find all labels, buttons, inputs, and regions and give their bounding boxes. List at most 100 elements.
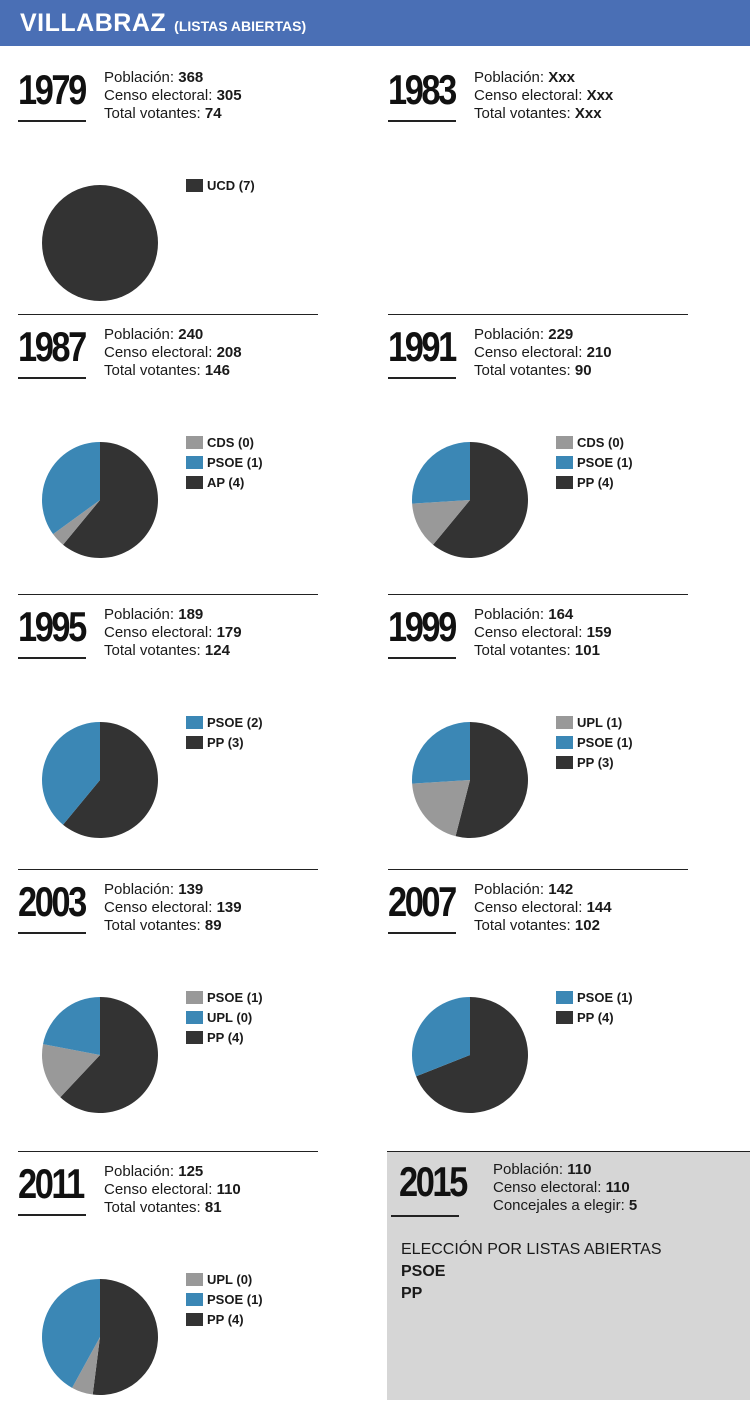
open-lists-note: ELECCIÓN POR LISTAS ABIERTAS PSOE PP (401, 1239, 662, 1305)
election-year: 1995 (18, 603, 87, 650)
legend-item: PP (4) (556, 1007, 633, 1027)
votantes-value: 81 (204, 1199, 222, 1216)
concejales-value: 5 (628, 1197, 638, 1214)
legend-label: CDS (0) (207, 434, 254, 450)
votantes-row: Total votantes: 146 (104, 362, 242, 380)
year-underline (391, 1215, 459, 1217)
pie-slice-pp (455, 722, 528, 838)
legend-label: PSOE (2) (207, 714, 263, 730)
legend-swatch (186, 1010, 203, 1024)
legend-swatch (556, 715, 573, 729)
legend-swatch (186, 1030, 203, 1044)
pie-chart (412, 997, 528, 1113)
censo-label: Censo electoral: (104, 899, 213, 916)
votantes-label: Total votantes: (474, 105, 571, 122)
pie-slice-pp (60, 997, 158, 1113)
election-year: 1999 (388, 603, 457, 650)
legend-item: PSOE (1) (556, 732, 633, 752)
legend-label: CDS (0) (577, 434, 624, 450)
legend-label: PSOE (1) (577, 989, 633, 1005)
votantes-label: Total votantes: (474, 362, 571, 379)
election-block-2011: 2011 Población: 125 Censo electoral: 110… (18, 1151, 348, 1411)
election-stats: Población: 139 Censo electoral: 139 Tota… (104, 881, 242, 935)
censo-label: Censo electoral: (104, 1181, 213, 1198)
censo-row: Censo electoral: 139 (104, 899, 242, 917)
election-stats: Población: 142 Censo electoral: 144 Tota… (474, 881, 612, 935)
votantes-row: Total votantes: 89 (104, 917, 242, 935)
legend-swatch (556, 455, 573, 469)
pie-legend: UCD (7) (186, 175, 255, 195)
pie-legend: PSOE (1) PP (4) (556, 987, 633, 1027)
block-divider (388, 869, 688, 870)
pie-slice-psoe (412, 722, 470, 784)
header-bar: VILLABRAZ (LISTAS ABIERTAS) (0, 0, 750, 46)
censo-label: Censo electoral: (474, 624, 583, 641)
votantes-value: 89 (204, 917, 222, 934)
votantes-row: Total votantes: 90 (474, 362, 612, 380)
block-divider (18, 594, 318, 595)
year-underline (388, 120, 456, 122)
year-underline (388, 657, 456, 659)
censo-value: 110 (216, 1181, 241, 1198)
poblacion-value: 240 (178, 326, 204, 343)
pie-legend: UPL (0) PSOE (1) PP (4) (186, 1269, 263, 1329)
pie-slice-psoe (42, 442, 100, 535)
pie-chart (42, 997, 158, 1113)
votantes-row: Total votantes: 74 (104, 105, 242, 123)
censo-value: 179 (216, 624, 242, 641)
pie-legend: CDS (0) PSOE (1) AP (4) (186, 432, 263, 492)
legend-item: PP (4) (186, 1309, 263, 1329)
poblacion-row: Población: 142 (474, 881, 612, 899)
block-divider (387, 1151, 750, 1152)
legend-label: PSOE (1) (577, 734, 633, 750)
election-stats: Población: 240 Censo electoral: 208 Tota… (104, 326, 242, 380)
legend-swatch (556, 755, 573, 769)
poblacion-value: 164 (548, 606, 574, 623)
party-psoe: PSOE (401, 1263, 446, 1280)
legend-swatch (186, 178, 203, 192)
legend-item: PP (3) (186, 732, 263, 752)
votantes-row: Total votantes: 81 (104, 1199, 241, 1217)
poblacion-label: Población: (104, 881, 175, 898)
legend-swatch (556, 435, 573, 449)
legend-swatch (186, 1312, 203, 1326)
election-stats: Población: Xxx Censo electoral: Xxx Tota… (474, 69, 613, 123)
votantes-row: Total votantes: 124 (104, 642, 242, 660)
legend-label: UPL (0) (207, 1271, 253, 1287)
poblacion-row: Población: 368 (104, 69, 242, 87)
pie-slice-upl (72, 1337, 100, 1395)
poblacion-label: Población: (474, 606, 545, 623)
legend-swatch (556, 1010, 573, 1024)
votantes-value: 124 (204, 642, 230, 659)
legend-label: PP (4) (207, 1311, 244, 1327)
poblacion-row: Población: Xxx (474, 69, 613, 87)
party-pp: PP (401, 1285, 423, 1302)
censo-value: 159 (586, 624, 612, 641)
legend-item: UPL (0) (186, 1269, 263, 1289)
votantes-label: Total votantes: (104, 105, 201, 122)
censo-label: Censo electoral: (493, 1179, 602, 1196)
legend-label: PSOE (1) (207, 1291, 263, 1307)
pie-legend: UPL (1) PSOE (1) PP (3) (556, 712, 633, 772)
legend-item: UCD (7) (186, 175, 255, 195)
censo-row: Censo electoral: 159 (474, 624, 612, 642)
poblacion-label: Población: (104, 326, 175, 343)
poblacion-row: Población: 189 (104, 606, 242, 624)
concejales-label: Concejales a elegir: (493, 1197, 625, 1214)
pie-slice-pp (416, 997, 528, 1113)
censo-label: Censo electoral: (474, 899, 583, 916)
election-stats: Población: 229 Censo electoral: 210 Tota… (474, 326, 612, 380)
votantes-value: 90 (574, 362, 592, 379)
legend-item: PSOE (1) (186, 987, 263, 1007)
legend-swatch (186, 475, 203, 489)
poblacion-value: 110 (567, 1161, 592, 1178)
pie-slice-pp (92, 1279, 158, 1395)
votantes-value: 146 (204, 362, 230, 379)
votantes-row: Total votantes: Xxx (474, 105, 613, 123)
legend-swatch (556, 735, 573, 749)
legend-label: PP (3) (207, 734, 244, 750)
election-block-1979: 1979 Población: 368 Censo electoral: 305… (18, 57, 348, 317)
election-block-1999: 1999 Población: 164 Censo electoral: 159… (388, 594, 718, 854)
legend-swatch (186, 990, 203, 1004)
election-stats: Población: 164 Censo electoral: 159 Tota… (474, 606, 612, 660)
